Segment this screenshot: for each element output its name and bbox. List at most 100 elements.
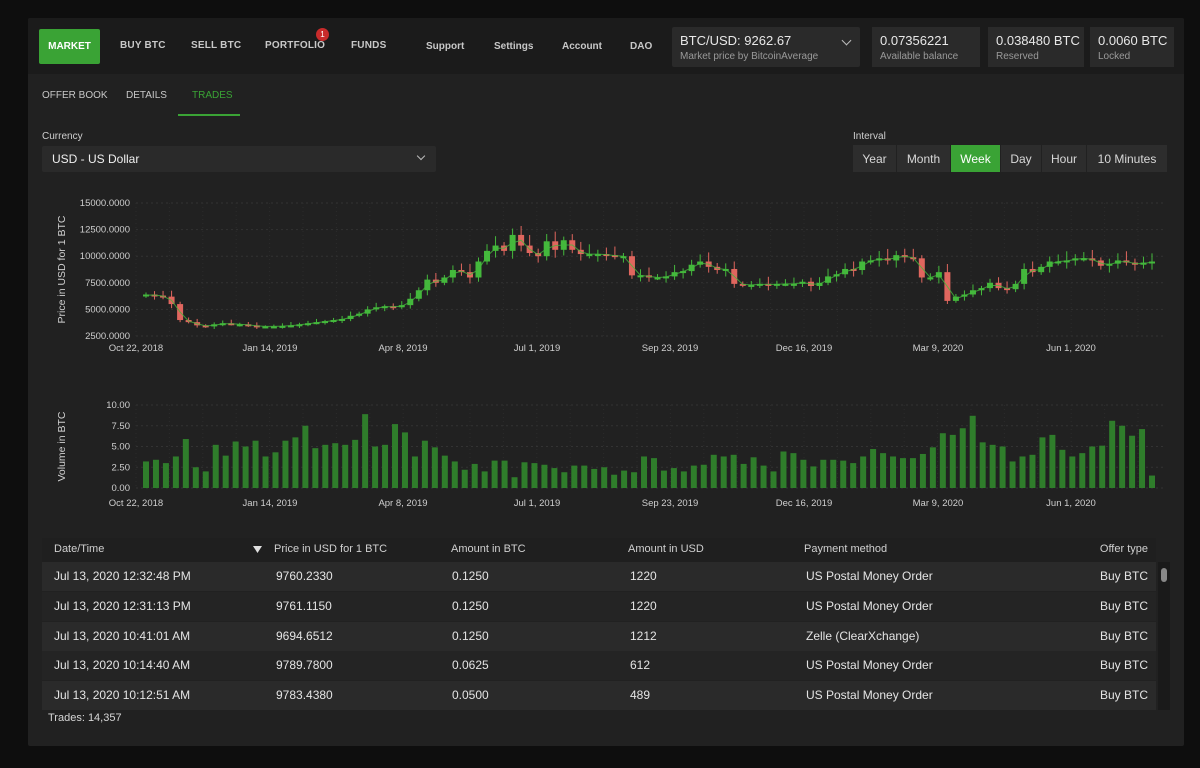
- table-row[interactable]: Jul 13, 2020 10:14:40 AM 9789.7800 0.0625 6…: [42, 651, 1156, 681]
- cell-offer-type: Buy BTC: [1099, 688, 1148, 703]
- volume-bar: [880, 453, 887, 488]
- volume-bar: [591, 468, 598, 488]
- header-amount-usd[interactable]: Amount in USD: [628, 543, 704, 555]
- volume-bar: [332, 443, 339, 488]
- volume-bar: [919, 453, 926, 488]
- volume-bar: [1069, 456, 1076, 488]
- tab-offer-book[interactable]: OFFER BOOK: [42, 90, 108, 101]
- price-x-tick-label: Jul 1, 2019: [514, 343, 560, 354]
- nav-portfolio-button[interactable]: PORTFOLIO: [265, 40, 326, 51]
- nav-sell-button[interactable]: SELL BTC: [191, 40, 242, 51]
- nav-support-link[interactable]: Support: [426, 41, 465, 52]
- volume-bar-chart[interactable]: 10.00 7.50 5.00 2.50 0.00 Oct 22, 2018 Jan 14,…: [28, 393, 1184, 518]
- cell-amount-usd: 612: [630, 658, 651, 673]
- table-row[interactable]: Jul 13, 2020 12:32:48 PM 9760.2330 0.1250 1…: [42, 562, 1156, 591]
- volume-axis-label: Volume in BTC: [56, 411, 68, 481]
- nav-dao-link[interactable]: DAO: [630, 41, 653, 52]
- interval-10-minutes-button[interactable]: 10 Minutes: [1087, 145, 1167, 172]
- nav-funds-button[interactable]: FUNDS: [351, 40, 387, 51]
- tab-trades[interactable]: TRADES: [192, 90, 233, 101]
- interval-hour-button[interactable]: Hour: [1042, 145, 1086, 172]
- volume-bar: [581, 465, 588, 488]
- chevron-down-icon: [416, 151, 426, 161]
- interval-month-button[interactable]: Month: [897, 145, 950, 172]
- table-scrollbar[interactable]: [1158, 562, 1170, 710]
- market-subtabs: OFFER BOOK DETAILS TRADES: [28, 74, 1184, 116]
- cell-amount-usd: 489: [630, 688, 651, 703]
- price-x-tick-label: Jan 14, 2019: [243, 343, 298, 354]
- nav-market-button[interactable]: MARKET: [39, 29, 100, 64]
- volume-bar: [1109, 420, 1116, 488]
- volume-bar: [471, 463, 478, 488]
- cell-date-time: Jul 13, 2020 10:14:40 AM: [54, 658, 191, 673]
- volume-bar: [1099, 445, 1106, 488]
- volume-bar: [890, 456, 897, 488]
- candle-body: [270, 326, 277, 329]
- candle-body: [927, 277, 934, 280]
- sort-descending-icon[interactable]: [253, 546, 262, 553]
- volume-bar: [143, 461, 149, 488]
- table-row[interactable]: Jul 13, 2020 10:12:51 AM 9783.4380 0.0500 4…: [42, 681, 1156, 711]
- candle-body: [143, 294, 149, 297]
- candle-body: [279, 325, 286, 328]
- volume-bar: [621, 470, 628, 488]
- volume-bar: [411, 456, 418, 488]
- header-price[interactable]: Price in USD for 1 BTC: [274, 543, 388, 555]
- volume-bar: [541, 464, 548, 488]
- volume-x-tick-label: Jun 1, 2020: [1046, 498, 1096, 509]
- interval-year-button[interactable]: Year: [853, 145, 896, 172]
- available-balance-value: 0.07356221: [880, 33, 949, 48]
- available-balance: 0.07356221 Available balance: [872, 27, 980, 67]
- nav-buy-button[interactable]: BUY BTC: [120, 40, 166, 51]
- cell-offer-type: Buy BTC: [1099, 598, 1148, 613]
- volume-bar: [780, 451, 787, 488]
- price-grid: [135, 202, 1164, 337]
- cell-date-time: Jul 13, 2020 10:41:01 AM: [54, 628, 191, 643]
- cell-payment-method: US Postal Money Order: [806, 688, 933, 703]
- cell-price: 9789.7800: [276, 658, 333, 673]
- table-row[interactable]: Jul 13, 2020 10:41:01 AM 9694.6512 0.1250 1…: [42, 621, 1156, 651]
- volume-bar: [650, 458, 657, 488]
- volume-bar: [561, 472, 568, 488]
- volume-tick-label: 0.00: [112, 483, 131, 494]
- volume-bar: [830, 459, 837, 488]
- volume-bar: [810, 466, 817, 488]
- volume-bar: [152, 459, 159, 488]
- currency-select[interactable]: USD - US Dollar: [42, 146, 436, 172]
- volume-bar: [670, 468, 677, 488]
- volume-x-tick-label: Jan 14, 2019: [243, 498, 298, 509]
- header-offer-type[interactable]: Offer type: [1099, 543, 1148, 555]
- market-price-selector[interactable]: BTC/USD: 9262.67 Market price by Bitcoin…: [672, 27, 860, 67]
- volume-bar: [521, 462, 528, 488]
- volume-bar: [232, 441, 239, 488]
- price-x-tick-label: Oct 22, 2018: [109, 343, 163, 354]
- nav-account-link[interactable]: Account: [562, 41, 602, 52]
- volume-x-tick-label: Apr 8, 2019: [378, 498, 427, 509]
- volume-bar: [1019, 456, 1026, 488]
- price-candlestick-chart[interactable]: 15000.0000 12500.0000 10000.0000 7500.0000 5…: [28, 188, 1184, 383]
- volume-bar: [979, 442, 986, 488]
- average-price-line: [145, 239, 1153, 327]
- cell-payment-method: Zelle (ClearXchange): [806, 628, 920, 643]
- tab-details[interactable]: DETAILS: [126, 90, 167, 101]
- nav-settings-link[interactable]: Settings: [494, 41, 534, 52]
- volume-bar: [1009, 461, 1016, 488]
- header-payment-method[interactable]: Payment method: [804, 543, 888, 555]
- volume-bar: [770, 471, 777, 488]
- candle-body: [287, 325, 294, 328]
- volume-bar: [850, 463, 857, 488]
- price-x-tick-label: Sep 23, 2019: [642, 343, 699, 354]
- price-axis-label: Price in USD for 1 BTC: [56, 215, 68, 323]
- header-date-time[interactable]: Date/Time: [54, 543, 105, 555]
- volume-bar: [710, 454, 717, 488]
- candle-body: [594, 254, 601, 257]
- cell-date-time: Jul 13, 2020 10:12:51 AM: [54, 688, 191, 703]
- price-tick-label: 12500.0000: [80, 225, 130, 236]
- scrollbar-thumb[interactable]: [1161, 568, 1167, 582]
- interval-day-button[interactable]: Day: [1001, 145, 1041, 172]
- table-row[interactable]: Jul 13, 2020 12:31:13 PM 9761.1150 0.1250 1…: [42, 591, 1156, 621]
- volume-bar: [820, 459, 827, 488]
- header-amount-btc[interactable]: Amount in BTC: [451, 543, 526, 555]
- interval-week-button[interactable]: Week: [951, 145, 1000, 172]
- candle-body: [637, 275, 644, 278]
